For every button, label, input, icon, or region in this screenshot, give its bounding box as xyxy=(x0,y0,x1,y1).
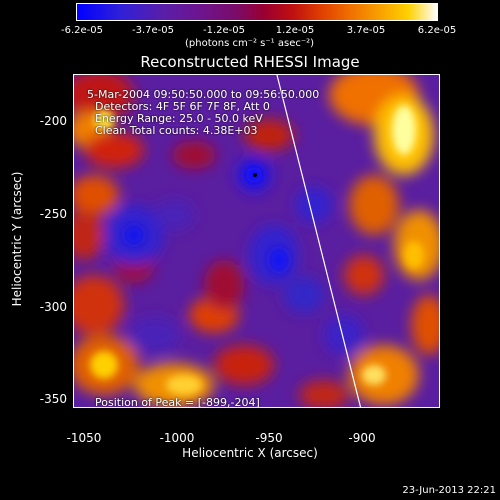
x-tick-label: -900 xyxy=(348,431,376,445)
plot-title: Reconstructed RHESSI Image xyxy=(140,53,360,71)
peak-marker xyxy=(253,173,257,177)
annotation-clean: Clean Total counts: 4.38E+03 xyxy=(95,124,258,137)
colorbar-tick: -1.2e-05 xyxy=(203,25,245,36)
y-tick-label: -300 xyxy=(39,300,67,314)
x-axis-label: Heliocentric X (arcsec) xyxy=(182,446,318,460)
y-tick-label: -350 xyxy=(39,392,67,406)
solar-limb-line xyxy=(276,75,362,407)
colorbar-unit: (photons cm⁻² s⁻¹ asec⁻²) xyxy=(185,38,315,49)
colorbar-tick: 6.2e-05 xyxy=(417,25,457,36)
x-tick-label: -1000 xyxy=(159,431,195,445)
colorbar-tick: 3.7e-05 xyxy=(346,25,386,36)
annotation-time: 5-Mar-2004 09:50:50.000 to 09:56:50.000 xyxy=(87,88,320,101)
annotation-energy: Energy Range: 25.0 - 50.0 keV xyxy=(95,112,263,125)
colorbar-tick: -3.7e-05 xyxy=(132,25,174,36)
y-axis-label: Heliocentric Y (arcsec) xyxy=(10,171,24,307)
colorbar xyxy=(76,3,438,21)
rhessi-image-svg xyxy=(74,75,439,407)
rhessi-image xyxy=(73,74,440,408)
colorbar-tick: 1.2e-05 xyxy=(275,25,315,36)
annotation-peak: Position of Peak = [-899,-204] xyxy=(95,396,260,409)
annotation-detectors: Detectors: 4F 5F 6F 7F 8F, Att 0 xyxy=(95,100,270,113)
y-tick-label: -250 xyxy=(39,207,67,221)
timestamp: 23-Jun-2013 22:21 xyxy=(402,485,496,496)
x-tick-label: -1050 xyxy=(66,431,102,445)
y-tick-label: -200 xyxy=(39,114,67,128)
x-tick-label: -950 xyxy=(255,431,283,445)
colorbar-tick: -6.2e-05 xyxy=(61,25,103,36)
